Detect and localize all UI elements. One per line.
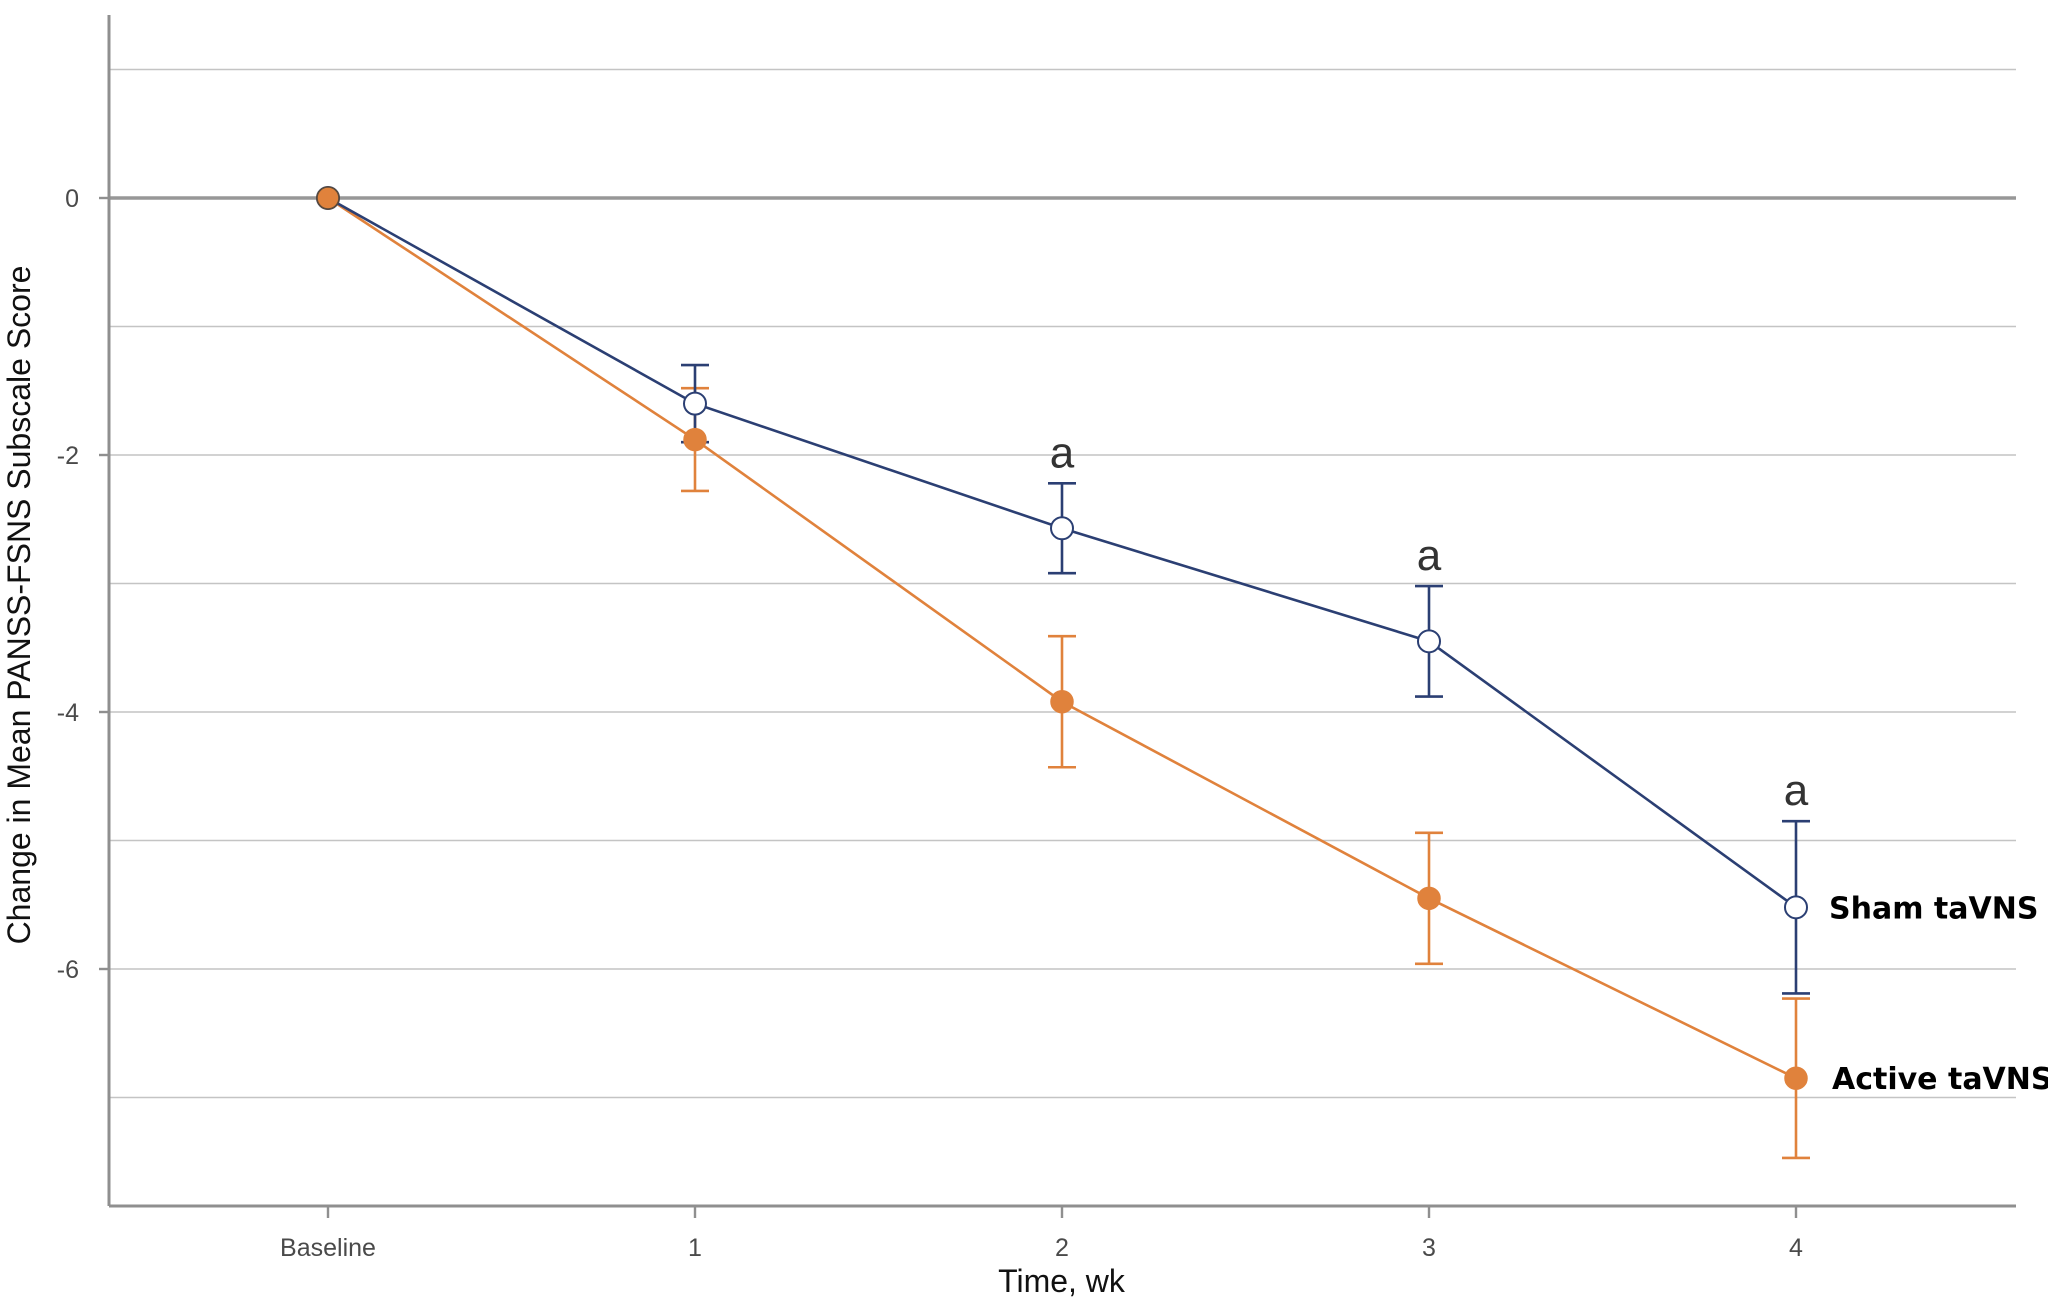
annotations: a a a: [1050, 428, 1809, 815]
significance-annotation: a: [1417, 531, 1442, 580]
x-tick-label: 1: [688, 1234, 702, 1262]
series: Sham taVNS Active taVNS: [316, 186, 2048, 1160]
data-point: [1417, 886, 1441, 911]
legend-label: Active taVNS: [1832, 1062, 2048, 1097]
x-tick-label: 4: [1789, 1234, 1803, 1262]
y-axis-title: Change in Mean PANSS-FSNS Subscale Score: [1, 266, 37, 945]
data-point: [1050, 516, 1074, 541]
x-tick-label: 3: [1422, 1234, 1436, 1262]
data-point: [1784, 1066, 1808, 1090]
significance-annotation: a: [1050, 428, 1075, 477]
legend-label: Sham taVNS: [1829, 891, 2038, 926]
data-point: [1417, 629, 1441, 654]
axes: 0 -2 -4 -6 Baseline 1 2 3 4: [57, 15, 2016, 1262]
x-tick-label: 2: [1055, 1234, 1069, 1262]
data-point: [316, 186, 340, 210]
x-axis-title: Time, wk: [998, 1263, 1126, 1299]
significance-annotation: a: [1784, 766, 1809, 815]
y-tick-label: -4: [57, 699, 79, 727]
gridlines: [109, 68, 2016, 1099]
x-tick-label: Baseline: [280, 1234, 376, 1262]
y-tick-label: -6: [57, 956, 79, 984]
data-point: [683, 427, 707, 452]
y-tick-label: 0: [65, 185, 79, 213]
data-point: [1050, 689, 1074, 714]
data-point: [1784, 895, 1808, 920]
data-point: [683, 391, 707, 416]
y-tick-label: -2: [57, 442, 79, 470]
